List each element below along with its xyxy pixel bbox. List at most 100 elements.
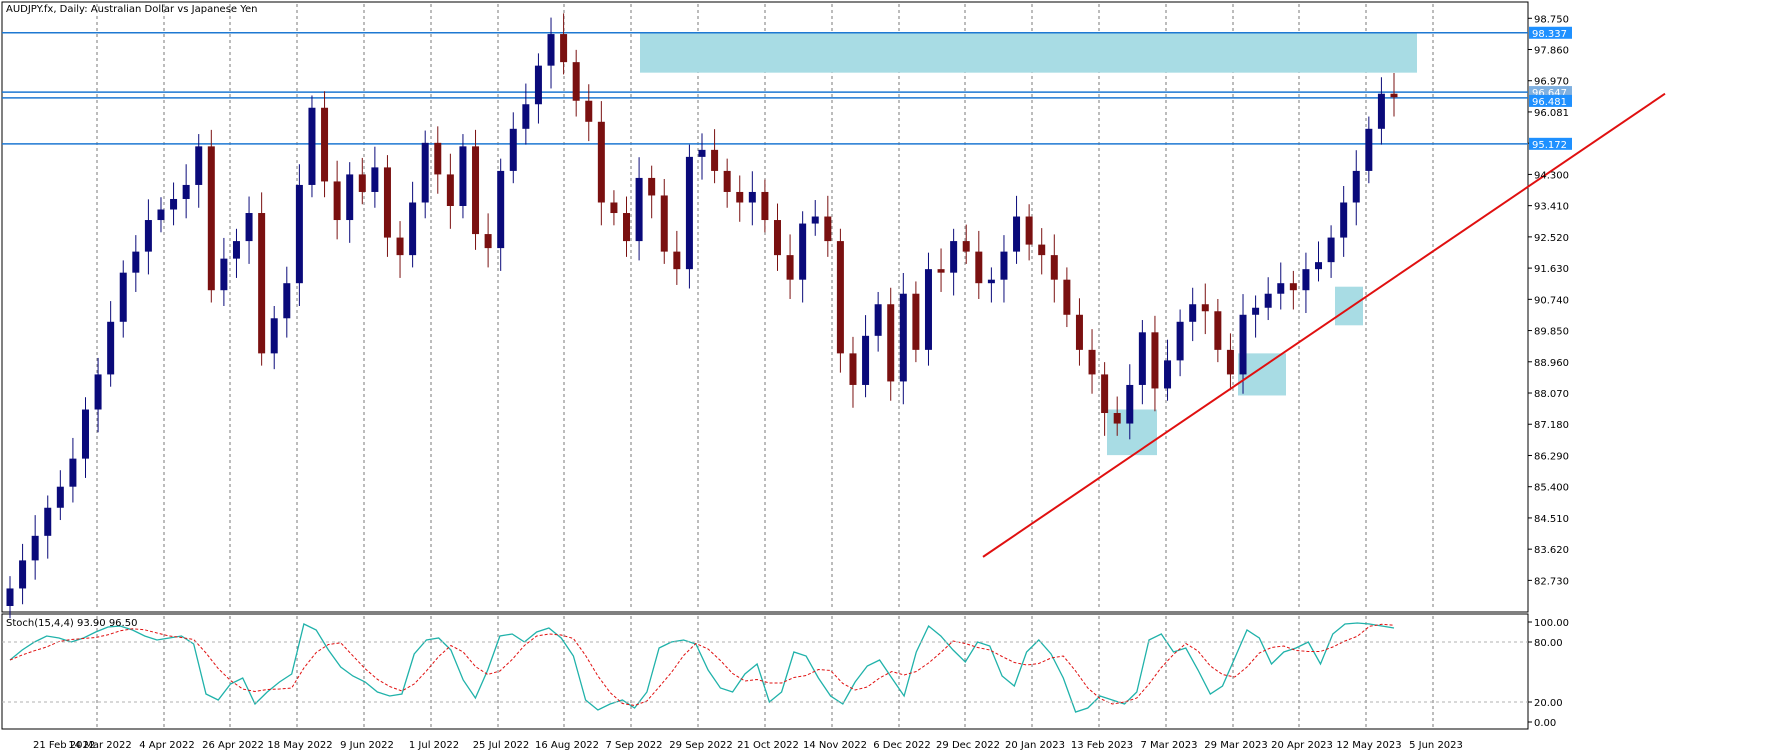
time-label: 20 Jan 2023 <box>1005 740 1065 751</box>
candle-body <box>270 318 278 354</box>
candle-body <box>346 174 354 221</box>
time-label: 18 May 2022 <box>267 740 332 751</box>
price-label: 96.081 <box>1534 108 1569 119</box>
candle-body <box>572 62 580 101</box>
time-label: 21 Feb 2022 <box>33 740 95 751</box>
candle-body <box>1252 307 1260 315</box>
time-label: 14 Nov 2022 <box>803 740 867 751</box>
candle-body <box>283 283 291 319</box>
candle-body <box>836 241 844 354</box>
time-label: 14 Mar 2022 <box>68 740 131 751</box>
candle-body <box>472 146 480 235</box>
candle-body <box>1113 413 1121 424</box>
time-label: 4 Apr 2022 <box>139 740 194 751</box>
time-label: 29 Sep 2022 <box>669 740 732 751</box>
candle-body <box>1214 311 1222 350</box>
candle-body <box>371 167 379 192</box>
candle-body <box>1063 279 1071 315</box>
candle-body <box>1327 237 1335 263</box>
stoch-label: 0.00 <box>1534 718 1556 729</box>
candle-body <box>698 149 706 157</box>
candle-body <box>333 181 341 221</box>
price-label: 92.520 <box>1534 233 1569 244</box>
candle-body <box>748 191 756 203</box>
candle-body <box>1101 374 1109 414</box>
time-label: 21 Oct 2022 <box>737 740 799 751</box>
time-label: 5 Jun 2023 <box>1409 740 1463 751</box>
candle-body <box>1013 216 1021 252</box>
candle-body <box>1176 321 1184 361</box>
candle-body <box>308 107 316 185</box>
time-label: 26 Apr 2022 <box>202 740 264 751</box>
price-label: 90.740 <box>1534 295 1569 306</box>
candle-body <box>69 458 77 487</box>
price-label: 91.630 <box>1534 264 1569 275</box>
candle-body <box>1138 332 1146 385</box>
candle-body <box>56 486 64 508</box>
candle-body <box>1126 384 1134 424</box>
time-label: 1 Jul 2022 <box>409 740 459 751</box>
candle-body <box>157 209 165 221</box>
trendline[interactable] <box>982 92 1666 558</box>
candle-body <box>220 258 228 291</box>
price-tag-label: 98.337 <box>1532 29 1567 40</box>
candle-body <box>144 220 152 252</box>
candle-body <box>660 195 668 252</box>
price-tag-label: 96.481 <box>1532 97 1567 108</box>
candle-body <box>81 409 89 459</box>
stoch-label: 20.00 <box>1534 698 1563 709</box>
resistance-zone <box>640 32 1417 73</box>
candle-body <box>396 237 404 256</box>
candle-body <box>1050 255 1058 280</box>
price-label: 88.070 <box>1534 389 1569 400</box>
price-label: 83.620 <box>1534 545 1569 556</box>
candle-body <box>1000 251 1008 280</box>
candle-body <box>773 220 781 256</box>
candle-body <box>597 121 605 203</box>
vertical-grid-lines <box>96 4 1434 727</box>
candle-body <box>685 156 693 270</box>
candle-body <box>899 293 907 382</box>
candle-body <box>887 304 895 382</box>
candle-body <box>1226 349 1234 375</box>
time-label: 20 Apr 2023 <box>1271 740 1333 751</box>
price-label: 85.400 <box>1534 483 1569 494</box>
candle-body <box>610 202 618 214</box>
candle-body <box>635 177 643 242</box>
candle-body <box>44 507 52 536</box>
candle-body <box>182 184 190 199</box>
candle-body <box>950 241 958 273</box>
candle-body <box>195 146 203 185</box>
candle-body <box>673 251 681 270</box>
stoch-signal-line <box>9 623 1395 707</box>
candle-body <box>1352 170 1360 203</box>
candle-body <box>1088 349 1096 375</box>
candle-body <box>723 170 731 192</box>
candle-body <box>509 128 517 171</box>
candle-body <box>786 255 794 280</box>
candle-body <box>1025 216 1033 245</box>
stoch-label: 80.00 <box>1534 638 1563 649</box>
candle-body <box>232 241 240 259</box>
candle-body <box>824 216 832 242</box>
candle-body <box>1038 244 1046 256</box>
candle-body <box>924 269 932 350</box>
candle-body <box>874 304 882 336</box>
candle-body <box>434 142 442 175</box>
price-label: 82.730 <box>1534 576 1569 587</box>
support-trendline <box>982 92 1666 558</box>
stochastic-lines <box>9 622 1395 713</box>
candle-body <box>1151 332 1159 389</box>
candle-body <box>1377 93 1385 129</box>
candle-body <box>1289 283 1297 291</box>
price-tag-box <box>1529 26 1572 39</box>
stoch-main-line <box>9 622 1395 713</box>
candle-body <box>912 293 920 350</box>
candle-body <box>736 191 744 203</box>
candle-body <box>1239 314 1247 375</box>
horizontal-levels[interactable] <box>2 32 1528 145</box>
candle-body <box>1302 269 1310 291</box>
price-label: 97.860 <box>1534 46 1569 57</box>
